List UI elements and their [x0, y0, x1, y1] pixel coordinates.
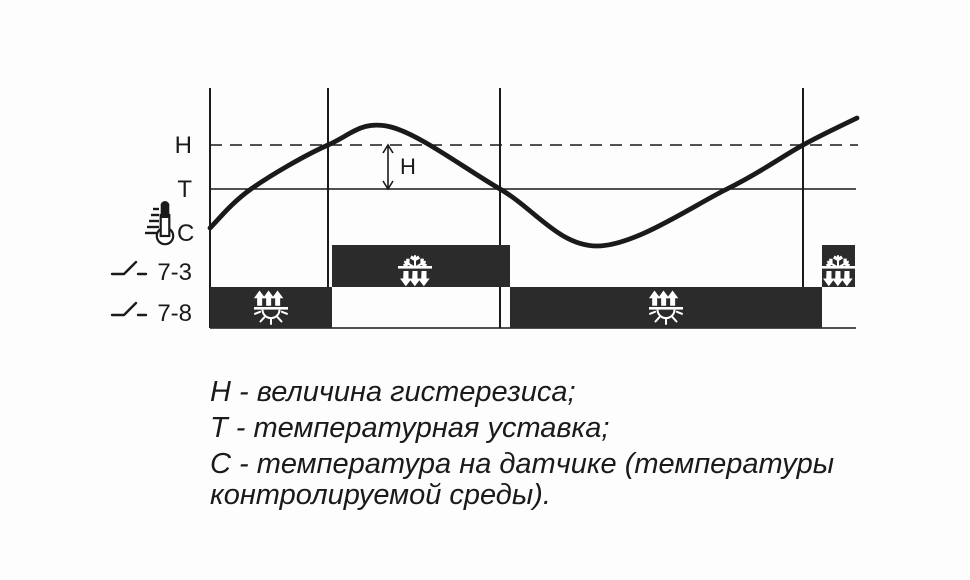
svg-text:7-8: 7-8: [157, 300, 192, 327]
svg-text:H - величина гистерезиса;: H - величина гистерезиса;: [210, 376, 576, 408]
svg-text:T - температурная уставка;: T - температурная уставка;: [210, 412, 609, 444]
svg-text:H: H: [400, 154, 416, 179]
svg-text:C: C: [177, 220, 194, 247]
svg-text:H: H: [175, 132, 192, 159]
svg-text:контролируемой среды).: контролируемой среды).: [210, 479, 551, 511]
svg-text:7-3: 7-3: [157, 259, 192, 286]
svg-text:T: T: [177, 176, 192, 203]
svg-text:C - температура на датчике (те: C - температура на датчике (температуры: [210, 448, 834, 480]
